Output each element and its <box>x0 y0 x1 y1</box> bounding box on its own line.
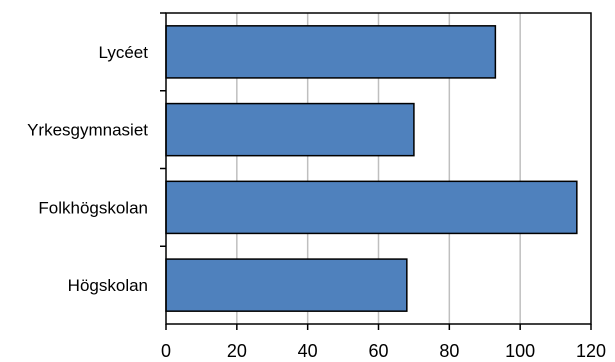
category-label: Yrkesgymnasiet <box>27 121 148 140</box>
bar-Folkhögskolan <box>165 180 578 235</box>
category-labels: Lycéet Yrkesgymnasiet Folkhögskolan Högskol… <box>27 12 166 295</box>
bars <box>165 25 578 312</box>
bar-Yrkesgymnasiet <box>165 102 415 157</box>
x-tick-label: 20 <box>227 341 247 361</box>
category-label: Högskolan <box>68 276 148 295</box>
x-tick-label: 60 <box>368 341 388 361</box>
bar-Lycéet <box>165 25 497 79</box>
bar-Högskolan <box>165 258 408 312</box>
x-tick-label: 120 <box>576 341 606 361</box>
x-tick-label: 0 <box>161 341 171 361</box>
category-label: Lycéet <box>99 43 149 62</box>
category-label: Folkhögskolan <box>38 198 148 217</box>
x-tick-label: 40 <box>298 341 318 361</box>
x-tick-label: 100 <box>505 341 535 361</box>
x-axis-ticks: 0 20 40 60 80 100 120 <box>161 324 606 361</box>
x-tick-label: 80 <box>439 341 459 361</box>
